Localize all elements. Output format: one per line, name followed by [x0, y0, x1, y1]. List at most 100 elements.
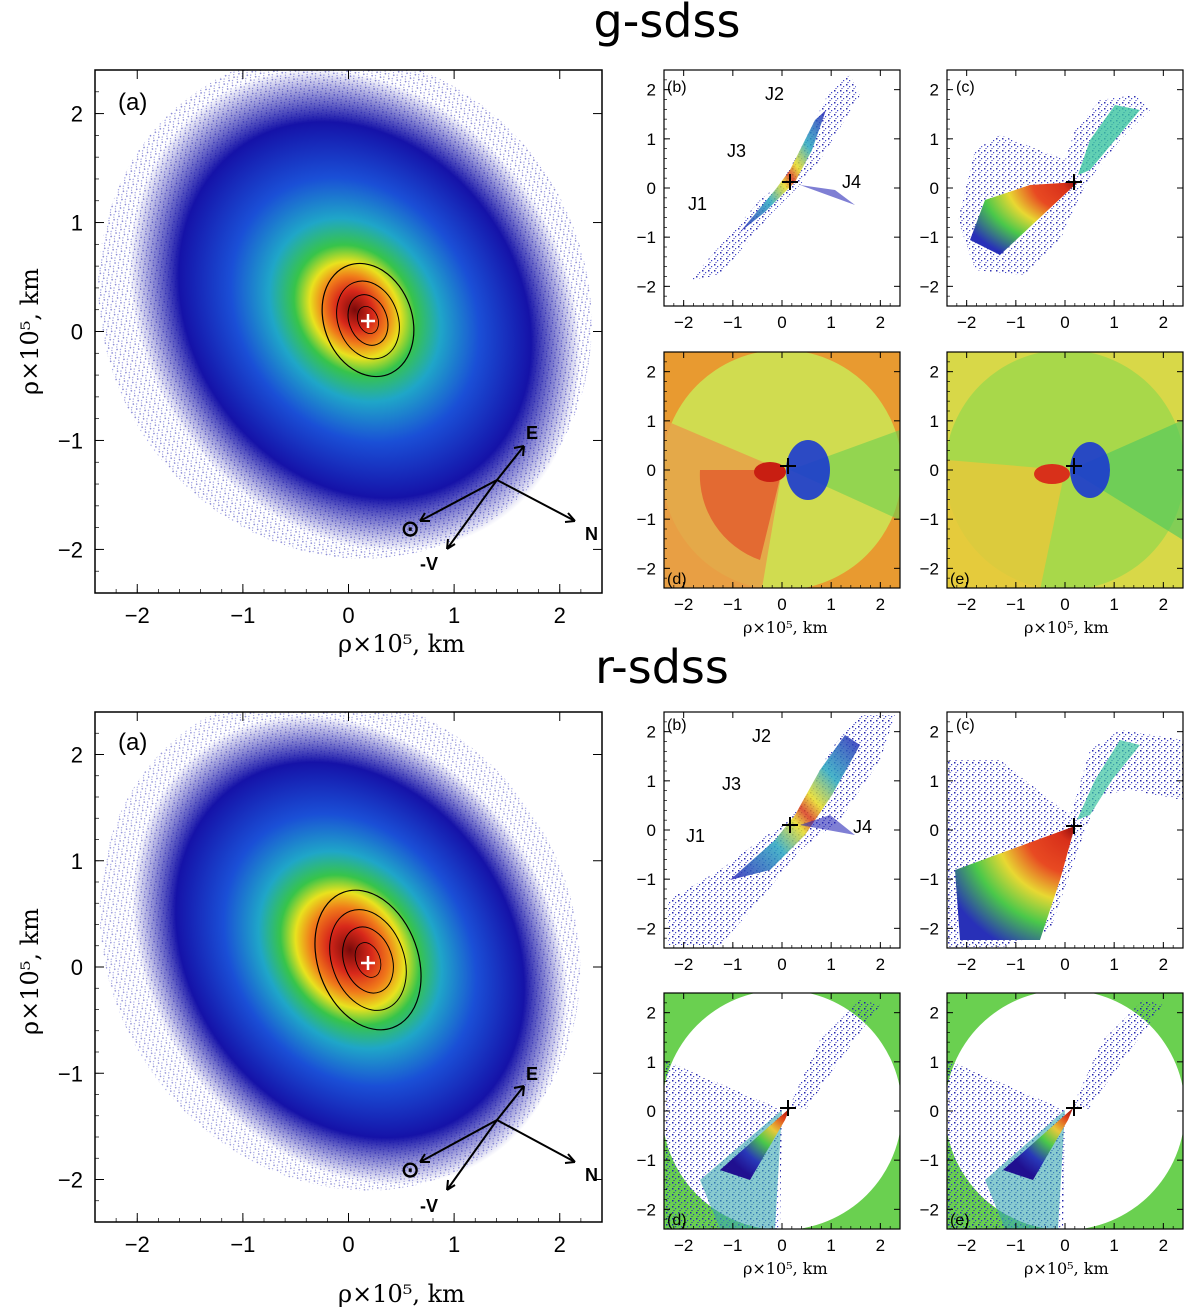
g-main-xlabel: ρ×10⁵, km — [338, 630, 465, 658]
r-contour-3 — [342, 926, 394, 994]
y-tick-label: −2 — [637, 919, 656, 938]
x-tick-label: 2 — [876, 595, 885, 614]
y-tick-label: 1 — [930, 130, 939, 149]
r-c-nucleus — [1066, 818, 1082, 834]
y-tick-label: 2 — [647, 723, 656, 742]
y-tick-label: −1 — [637, 510, 656, 529]
r-arrow-sun — [419, 1119, 498, 1163]
x-tick-label: 2 — [1159, 595, 1168, 614]
y-tick-label: 2 — [930, 1004, 939, 1023]
g-panel-d — [663, 351, 901, 589]
x-tick-label: −1 — [230, 1232, 255, 1257]
r-dir-north-label: N — [585, 1165, 598, 1185]
y-tick-label: 0 — [930, 179, 939, 198]
x-tick-label: 1 — [826, 1236, 835, 1255]
g-b-label: (b) — [667, 79, 687, 96]
g-panel-c — [946, 69, 1184, 307]
g-b-jet-j4 — [800, 185, 855, 205]
y-tick-label: −1 — [920, 870, 939, 889]
x-tick-label: 2 — [1159, 955, 1168, 974]
g-arrow-north — [496, 479, 576, 523]
r-jet-label-j4: J4 — [853, 817, 872, 837]
y-tick-label: 0 — [647, 821, 656, 840]
r-c-fan — [955, 826, 1075, 940]
y-tick-label: 2 — [647, 363, 656, 382]
y-tick-label: 0 — [647, 179, 656, 198]
g-dir-velocity-label: -V — [420, 554, 438, 574]
x-tick-label: −1 — [1006, 313, 1025, 332]
x-tick-label: 2 — [1159, 313, 1168, 332]
x-tick-label: −2 — [957, 313, 976, 332]
g-arrow-east — [496, 445, 525, 481]
r-c-tail — [1077, 740, 1140, 820]
r-d-fan — [720, 1108, 790, 1180]
g-e-label: (e) — [950, 571, 970, 588]
x-tick-label: −2 — [674, 595, 693, 614]
x-tick-label: 1 — [448, 1232, 460, 1257]
y-tick-label: 1 — [930, 412, 939, 431]
x-tick-label: −1 — [1006, 595, 1025, 614]
x-tick-label: 1 — [448, 603, 460, 628]
g-nucleus-marker — [361, 314, 375, 328]
y-tick-label: −2 — [920, 919, 939, 938]
x-tick-label: 1 — [1109, 595, 1118, 614]
r-jet-label-j1: J1 — [686, 826, 705, 846]
r-main-panel — [94, 711, 603, 1223]
g-contour-1 — [321, 262, 415, 378]
y-tick-label: −2 — [637, 559, 656, 578]
x-tick-label: 0 — [777, 313, 786, 332]
x-tick-label: −2 — [957, 1236, 976, 1255]
y-tick-label: 2 — [71, 102, 83, 127]
y-tick-label: 2 — [647, 81, 656, 100]
y-tick-label: 2 — [930, 81, 939, 100]
y-tick-label: 0 — [647, 1102, 656, 1121]
x-tick-label: 1 — [1109, 955, 1118, 974]
x-tick-label: 1 — [826, 955, 835, 974]
x-tick-label: −2 — [674, 1236, 693, 1255]
y-tick-label: 0 — [71, 320, 83, 345]
y-tick-label: −1 — [920, 228, 939, 247]
r-c-label: (c) — [956, 717, 975, 734]
g-arrow-velocity — [446, 479, 498, 550]
r-dir-velocity-label: -V — [420, 1196, 438, 1216]
g-d-xlabel: ρ×10⁵, km — [743, 618, 828, 637]
g-jet-label-j2: J2 — [765, 84, 784, 104]
x-tick-label: −2 — [125, 603, 150, 628]
x-tick-label: 2 — [554, 603, 566, 628]
x-tick-label: 0 — [777, 1236, 786, 1255]
r-main-label: (a) — [118, 729, 147, 756]
y-tick-label: 1 — [71, 211, 83, 236]
g-main-label: (a) — [118, 89, 147, 116]
x-tick-label: −2 — [957, 955, 976, 974]
y-tick-label: 0 — [647, 461, 656, 480]
r-dir-east-label: E — [526, 1064, 538, 1084]
y-tick-label: 2 — [71, 743, 83, 768]
r-e-fan — [1003, 1108, 1073, 1180]
g-coma — [129, 70, 581, 552]
g-panel-b — [663, 69, 901, 307]
g-direction-compass — [419, 445, 576, 550]
x-tick-label: −1 — [723, 595, 742, 614]
r-b-label: (b) — [667, 717, 687, 734]
r-sun-symbol: ⊙ — [401, 1157, 419, 1182]
y-tick-label: −1 — [58, 428, 83, 453]
g-jet-label-j3: J3 — [727, 141, 746, 161]
y-tick-label: −2 — [920, 277, 939, 296]
section-title-g: g-sdss — [593, 0, 741, 48]
g-main-panel — [94, 69, 603, 594]
x-tick-label: 1 — [826, 595, 835, 614]
g-b-nucleus — [782, 174, 798, 190]
r-b-nucleus — [782, 817, 798, 833]
y-tick-label: 1 — [930, 772, 939, 791]
x-tick-label: 2 — [1159, 1236, 1168, 1255]
r-jet-label-j2: J2 — [752, 726, 771, 746]
g-b-jet-core — [740, 110, 826, 232]
y-tick-label: −1 — [920, 1151, 939, 1170]
g-jet-label-j1: J1 — [688, 194, 707, 214]
r-panel-e — [946, 992, 1184, 1230]
y-tick-label: 2 — [930, 363, 939, 382]
y-tick-label: 0 — [930, 1102, 939, 1121]
g-c-nucleus — [1066, 174, 1082, 190]
r-panel-d — [663, 992, 901, 1230]
g-arrow-sun — [419, 479, 498, 522]
